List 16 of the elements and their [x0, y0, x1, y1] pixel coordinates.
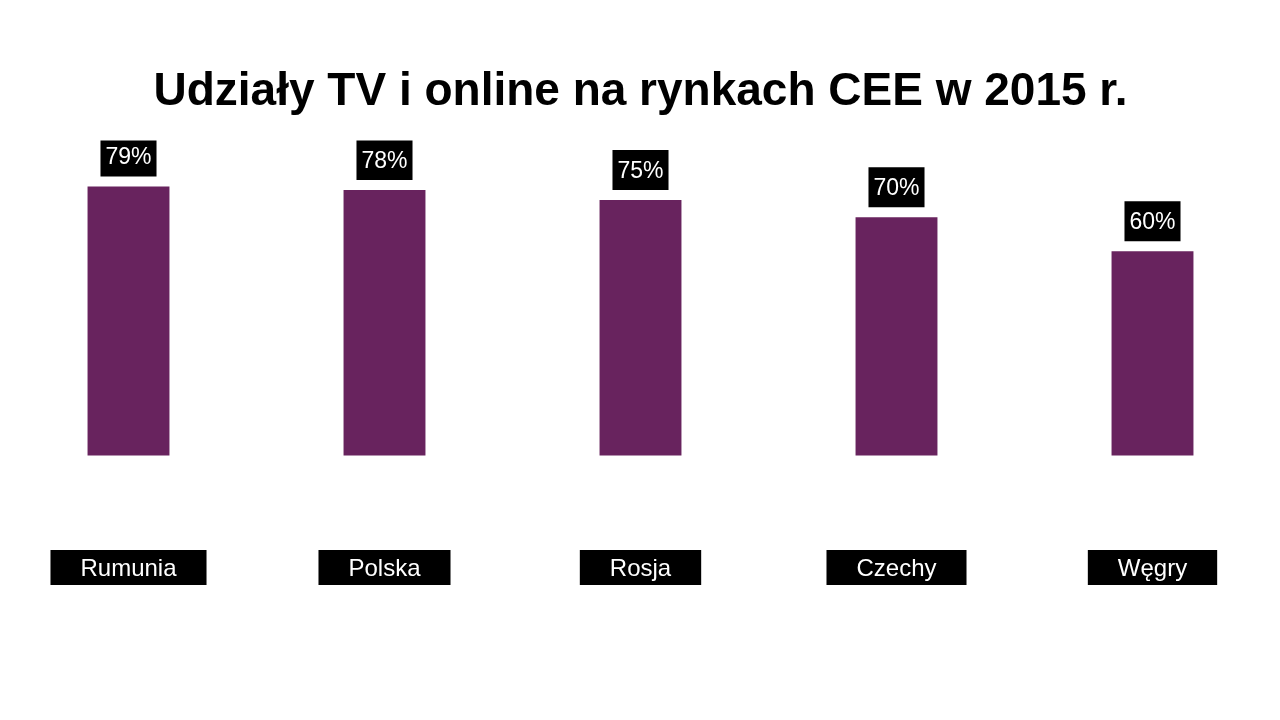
bar — [599, 200, 682, 456]
bar — [343, 189, 426, 456]
x-tick-label: Rumunia — [80, 554, 178, 581]
data-label: 70% — [873, 174, 920, 201]
data-label: 78% — [361, 146, 408, 173]
bar — [855, 217, 938, 456]
data-label: 75% — [617, 157, 664, 184]
x-tick-label: Czechy — [856, 554, 937, 581]
bar — [1111, 251, 1194, 456]
x-tick-label: Rosja — [609, 554, 672, 581]
x-tick-label: Węgry — [1117, 554, 1188, 581]
data-label: 79% — [105, 143, 152, 170]
bar — [87, 186, 170, 456]
x-tick-label: Polska — [348, 554, 422, 581]
data-label: 60% — [1129, 208, 1176, 235]
chart-title: Udziały TV i online na rynkach CEE w 2015 r. — [153, 62, 1128, 115]
